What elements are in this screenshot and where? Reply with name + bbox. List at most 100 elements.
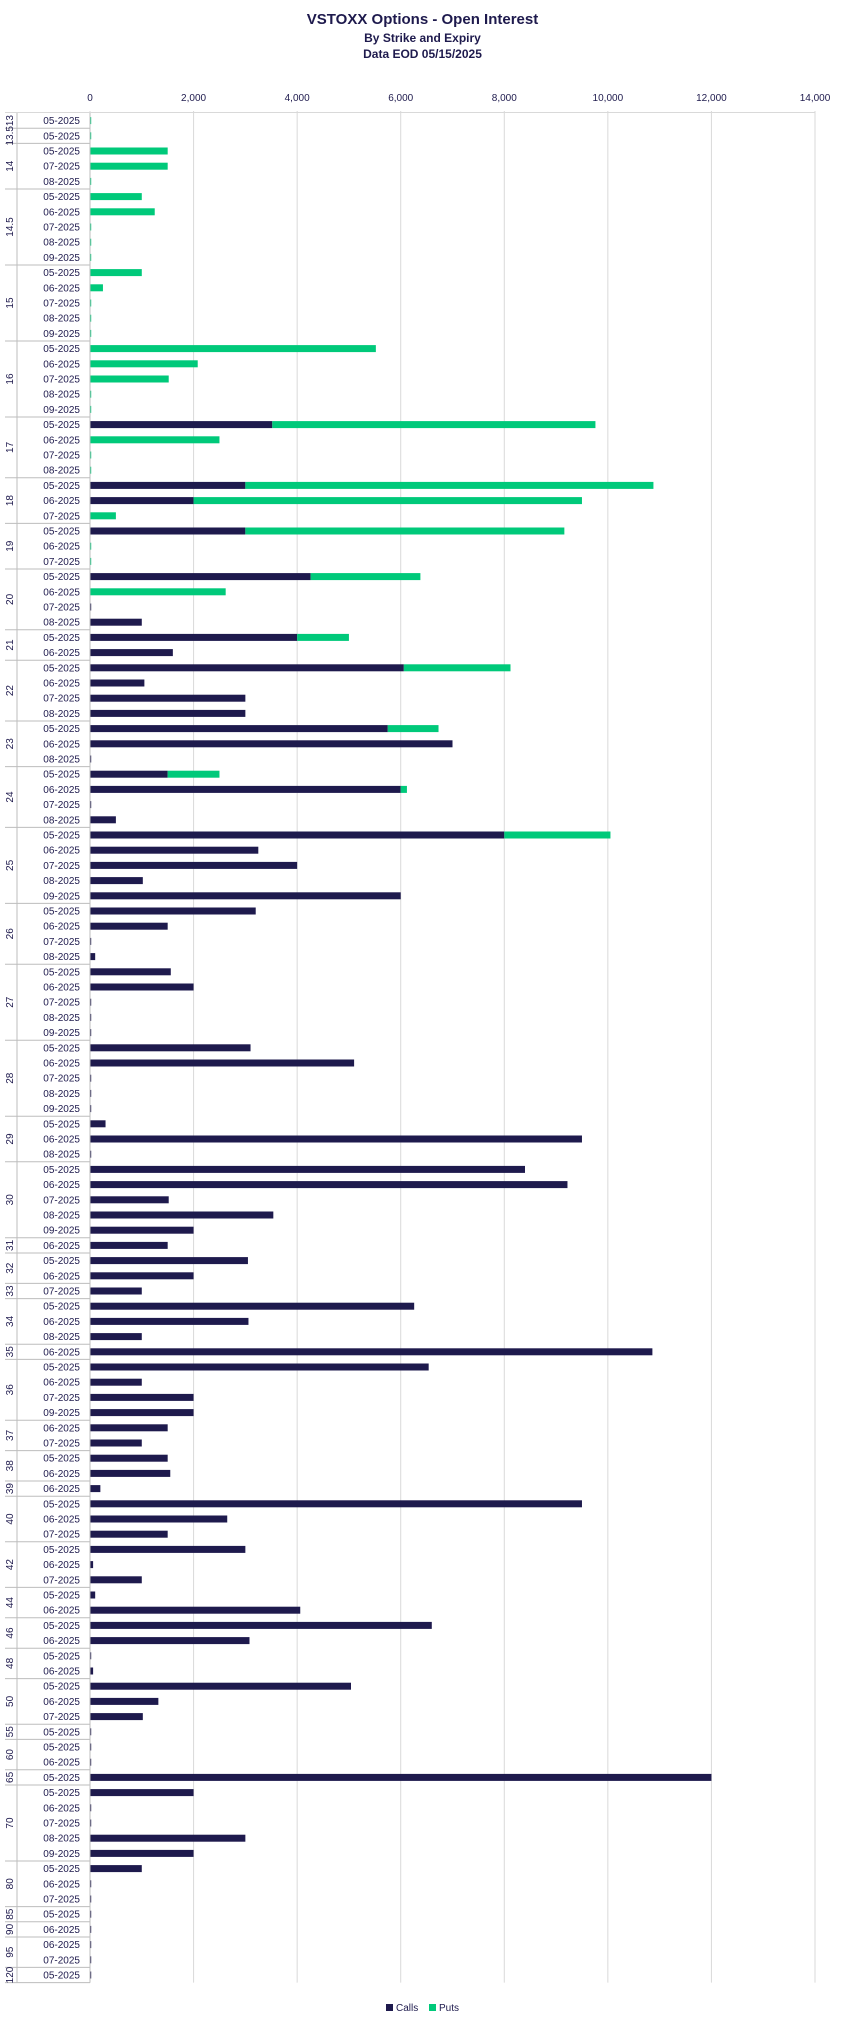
expiry-label: 05-2025 xyxy=(43,724,80,735)
expiry-label: 06-2025 xyxy=(43,1469,80,1480)
calls-bar xyxy=(90,877,143,885)
legend-item-calls: Calls xyxy=(385,2003,418,2014)
expiry-label: 06-2025 xyxy=(43,1347,80,1358)
calls-bar xyxy=(90,801,92,809)
calls-bar xyxy=(90,816,116,824)
expiry-label: 06-2025 xyxy=(43,1271,80,1282)
expiry-label: 05-2025 xyxy=(43,770,80,781)
chart-title: VSTOXX Options - Open Interest xyxy=(306,11,539,28)
strike-label: 50 xyxy=(5,1695,16,1707)
expiry-label: 07-2025 xyxy=(43,1712,80,1723)
calls-bar xyxy=(90,1561,94,1569)
calls-bar xyxy=(90,907,256,915)
puts-bar xyxy=(90,329,92,337)
calls-bar xyxy=(90,1728,92,1736)
expiry-label: 08-2025 xyxy=(43,1089,80,1100)
expiry-label: 06-2025 xyxy=(43,922,80,933)
expiry-label: 06-2025 xyxy=(43,283,80,294)
expiry-label: 05-2025 xyxy=(43,633,80,644)
expiry-label: 07-2025 xyxy=(43,223,80,234)
strike-label: 28 xyxy=(5,1072,16,1084)
strike-label: 44 xyxy=(5,1597,16,1609)
calls-bar xyxy=(90,785,401,793)
calls-bar xyxy=(90,1576,142,1584)
expiry-label: 08-2025 xyxy=(43,815,80,826)
strike-label: 16 xyxy=(5,373,16,385)
strike-label: 60 xyxy=(5,1749,16,1761)
calls-bar xyxy=(90,603,92,611)
expiry-label: 05-2025 xyxy=(43,527,80,538)
x-tick-label: 0 xyxy=(87,93,93,104)
expiry-label: 05-2025 xyxy=(43,1773,80,1784)
calls-bar xyxy=(90,1393,194,1401)
calls-bar xyxy=(90,998,92,1006)
strike-label: 37 xyxy=(5,1429,16,1441)
calls-bar xyxy=(90,1044,251,1052)
calls-bar xyxy=(90,1196,169,1204)
expiry-label: 06-2025 xyxy=(43,1803,80,1814)
calls-bar xyxy=(90,1880,92,1888)
expiry-label: 05-2025 xyxy=(43,1651,80,1662)
puts-bar xyxy=(90,223,92,231)
calls-bar xyxy=(90,983,194,991)
strike-label: 19 xyxy=(5,540,16,552)
puts-bar xyxy=(90,375,169,383)
strike-label: 80 xyxy=(5,1878,16,1890)
puts-bar xyxy=(297,633,349,641)
expiry-label: 05-2025 xyxy=(43,1545,80,1556)
puts-bar xyxy=(90,238,92,246)
expiry-label: 07-2025 xyxy=(43,1530,80,1541)
puts-bar xyxy=(310,573,421,581)
expiry-label: 08-2025 xyxy=(43,1332,80,1343)
puts-bar xyxy=(90,117,92,125)
expiry-label: 05-2025 xyxy=(43,1788,80,1799)
puts-bar xyxy=(90,132,92,140)
strike-label: 38 xyxy=(5,1460,16,1472)
calls-bar xyxy=(90,1105,92,1113)
calls-bar xyxy=(90,1378,142,1386)
strike-label: 46 xyxy=(5,1627,16,1639)
calls-bar xyxy=(90,1652,92,1660)
expiry-label: 08-2025 xyxy=(43,390,80,401)
calls-bar xyxy=(90,1409,194,1417)
calls-bar xyxy=(90,770,168,778)
expiry-label: 07-2025 xyxy=(43,299,80,310)
calls-bar xyxy=(90,1819,92,1827)
expiry-label: 08-2025 xyxy=(43,466,80,477)
calls-bar xyxy=(90,679,145,687)
expiry-label: 07-2025 xyxy=(43,1819,80,1830)
expiry-label: 09-2025 xyxy=(43,891,80,902)
expiry-label: 08-2025 xyxy=(43,1013,80,1024)
calls-bar xyxy=(90,1667,94,1675)
calls-bar xyxy=(90,1241,168,1249)
expiry-label: 06-2025 xyxy=(43,1879,80,1890)
calls-bar xyxy=(90,1971,92,1979)
calls-bar xyxy=(90,1941,92,1949)
calls-bar xyxy=(90,1150,92,1158)
strike-label: 15 xyxy=(5,297,16,309)
calls-bar xyxy=(90,421,273,429)
strike-label: 120 xyxy=(5,1966,16,1983)
x-tick-label: 12,000 xyxy=(696,93,727,104)
expiry-label: 05-2025 xyxy=(43,1302,80,1313)
calls-bar xyxy=(90,618,142,626)
expiry-label: 05-2025 xyxy=(43,1682,80,1693)
strike-label: 20 xyxy=(5,593,16,605)
calls-bar xyxy=(90,1439,142,1447)
expiry-label: 05-2025 xyxy=(43,907,80,918)
calls-bar xyxy=(90,937,92,945)
strike-label: 14.5 xyxy=(5,217,16,237)
expiry-label: 07-2025 xyxy=(43,1287,80,1298)
calls-bar xyxy=(90,1834,246,1842)
strike-label: 18 xyxy=(5,495,16,507)
expiry-label: 06-2025 xyxy=(43,359,80,370)
chart-legend: Calls Puts xyxy=(0,2003,845,2014)
calls-bar xyxy=(90,497,194,505)
expiry-label: 08-2025 xyxy=(43,618,80,629)
expiry-label: 05-2025 xyxy=(43,1910,80,1921)
strike-label: 31 xyxy=(5,1239,16,1251)
calls-bar xyxy=(90,1211,274,1219)
expiry-label: 05-2025 xyxy=(43,1165,80,1176)
strike-label: 70 xyxy=(5,1817,16,1829)
calls-bar xyxy=(90,1469,171,1477)
